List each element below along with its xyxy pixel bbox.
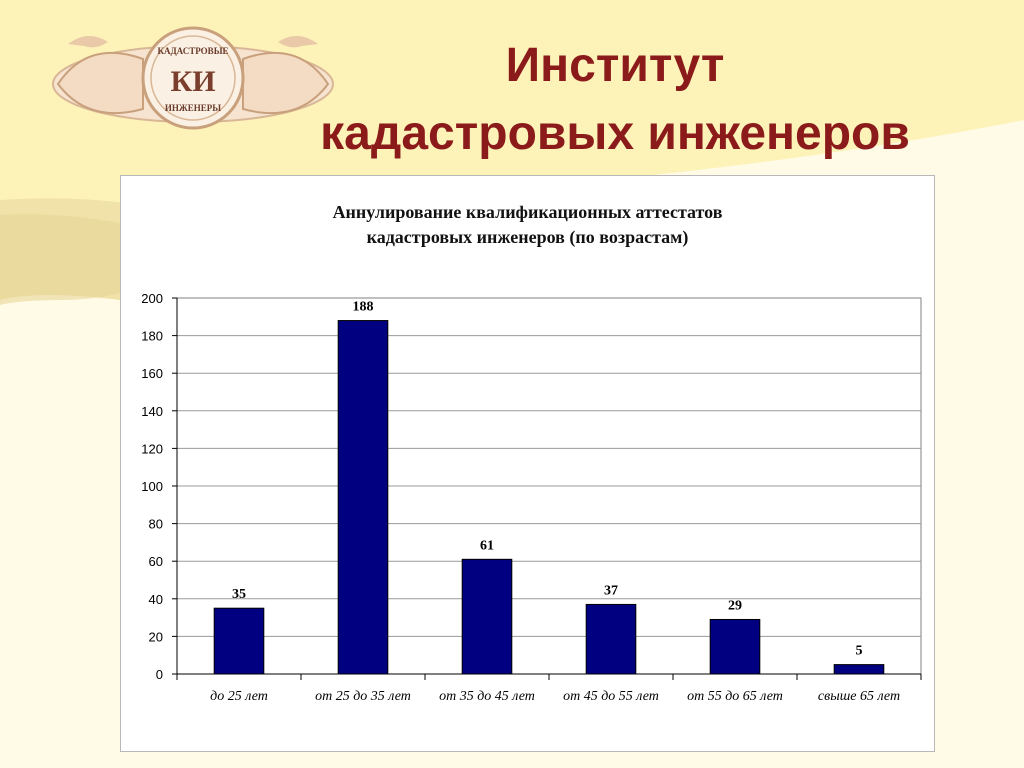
y-tick-label: 0 [156,667,163,682]
data-label: 29 [728,598,742,613]
y-tick-label: 120 [141,441,163,456]
bar [213,607,265,675]
bar [709,618,761,675]
institute-logo: КАДАСТРОВЫЕ КИ ИНЖЕНЕРЫ [52,26,334,130]
y-tick-label: 80 [149,517,163,532]
x-category-label: от 55 до 65 лет [687,689,783,704]
bar [337,320,389,675]
data-label: 188 [353,300,374,315]
logo-monogram: КИ [170,65,215,98]
chart-container: Аннулирование квалификационных аттестато… [120,175,935,752]
bar [461,558,513,675]
y-tick-label: 20 [149,629,163,644]
y-tick-label: 60 [149,554,163,569]
x-category-label: от 35 до 45 лет [439,689,535,704]
data-label: 37 [604,583,618,598]
slide-title-line1: Институт [505,39,725,92]
y-tick-label: 40 [149,592,163,607]
y-tick-label: 180 [141,329,163,344]
chart-title: Аннулирование квалификационных аттестато… [121,200,934,250]
data-label: 61 [480,538,494,553]
x-category-label: до 25 лет [210,689,268,704]
y-tick-label: 160 [141,366,163,381]
y-tick-label: 140 [141,404,163,419]
chart-title-line2: кадастровых инженеров (по возрастам) [366,227,689,247]
y-tick-label: 100 [141,479,163,494]
data-label: 35 [232,587,246,602]
slide-title-line2: кадастровых инженеров [320,107,910,160]
y-tick-label: 200 [141,291,163,306]
bar [833,664,885,675]
bar [585,603,637,675]
x-category-label: от 25 до 35 лет [315,689,411,704]
x-category-label: от 45 до 55 лет [563,689,659,704]
logo-text-top: КАДАСТРОВЫЕ [157,46,228,56]
bar-chart: 0 20 40 60 80 100 120 140 160 180 200 35 до 25 лет 18… [141,291,922,704]
x-category-label: свыше 65 лет [818,689,900,704]
chart-title-line1: Аннулирование квалификационных аттестато… [332,202,723,222]
logo-text-bottom: ИНЖЕНЕРЫ [165,103,221,113]
data-label: 5 [856,644,863,659]
